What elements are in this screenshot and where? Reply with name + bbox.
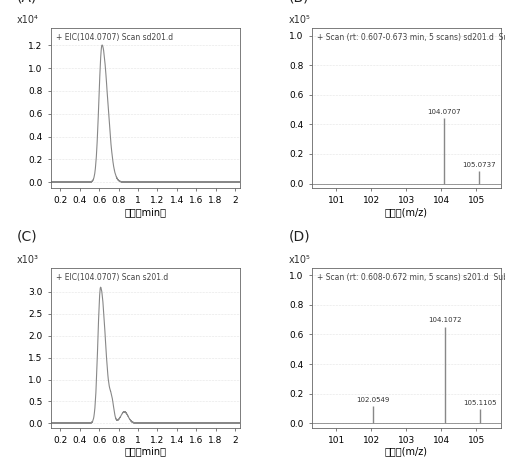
Text: + EIC(104.0707) Scan sd201.d: + EIC(104.0707) Scan sd201.d xyxy=(56,33,173,42)
Text: (A): (A) xyxy=(17,0,37,4)
Text: 102.0549: 102.0549 xyxy=(356,397,389,402)
Text: x10⁵: x10⁵ xyxy=(288,255,310,265)
Text: 104.1072: 104.1072 xyxy=(428,317,461,323)
Text: (D): (D) xyxy=(288,230,310,244)
Text: x10⁴: x10⁴ xyxy=(17,15,38,25)
Text: x10⁵: x10⁵ xyxy=(288,15,310,25)
Text: + Scan (rt: 0.607-0.673 min, 5 scans) sd201.d  Subtract: + Scan (rt: 0.607-0.673 min, 5 scans) sd… xyxy=(317,33,505,42)
Text: (C): (C) xyxy=(17,230,37,244)
X-axis label: 质荷比(m/z): 质荷比(m/z) xyxy=(384,207,427,217)
Text: 105.0737: 105.0737 xyxy=(461,162,495,168)
Text: + EIC(104.0707) Scan s201.d: + EIC(104.0707) Scan s201.d xyxy=(56,273,168,282)
Text: (B): (B) xyxy=(288,0,309,4)
Text: + Scan (rt: 0.608-0.672 min, 5 scans) s201.d  Subtract: + Scan (rt: 0.608-0.672 min, 5 scans) s2… xyxy=(317,273,505,282)
Text: 105.1105: 105.1105 xyxy=(463,400,496,406)
X-axis label: 质荷比(m/z): 质荷比(m/z) xyxy=(384,446,427,456)
X-axis label: 时间（min）: 时间（min） xyxy=(124,207,166,217)
X-axis label: 时间（min）: 时间（min） xyxy=(124,446,166,456)
Text: x10³: x10³ xyxy=(17,255,38,265)
Text: 104.0707: 104.0707 xyxy=(426,109,460,115)
